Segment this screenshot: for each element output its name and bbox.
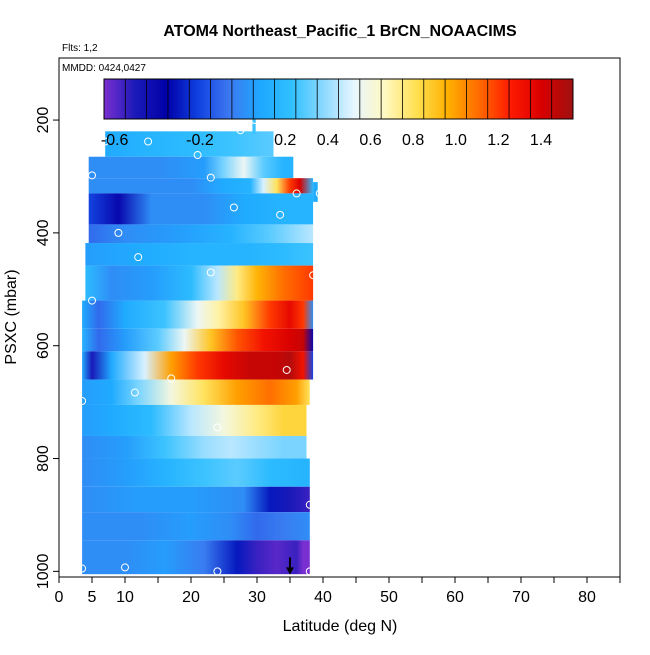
- sample-point: [101, 137, 110, 146]
- x-tick-label: 0: [55, 589, 64, 606]
- y-axis: 200 400 600 800 1000: [35, 107, 59, 589]
- y-tick-label: 600: [35, 332, 52, 359]
- heatmap-band: [88, 156, 294, 179]
- heatmap-band: [82, 540, 310, 575]
- heatmap-band: [105, 131, 274, 157]
- location-marker-head: [286, 567, 294, 575]
- heatmap-bands: [82, 100, 318, 575]
- sample-point: [206, 268, 215, 277]
- sample-point: [167, 374, 176, 383]
- colorbar-tick-label: -0.6: [101, 132, 129, 149]
- sample-point: [305, 567, 314, 576]
- sample-point: [305, 500, 314, 509]
- colorbar-tick-label: -0.2: [186, 132, 214, 149]
- sample-point: [206, 173, 215, 182]
- sample-point: [88, 296, 96, 305]
- y-tick-label: 200: [35, 107, 52, 134]
- colorbar-ticks: -0.6 -0.2 0.2 0.4 0.6 0.8 1.0 1.2 1.4: [101, 79, 574, 149]
- x-tick-label: 5: [88, 589, 97, 606]
- x-tick-label: 80: [578, 589, 596, 606]
- sample-point: [193, 151, 202, 160]
- sample-point: [121, 563, 129, 572]
- colorbar-tick-label: 0.4: [317, 132, 339, 149]
- heatmap-band: [82, 300, 314, 329]
- sample-point: [309, 271, 318, 280]
- colorbar-tick-label: 0.6: [359, 132, 381, 149]
- heatmap-band: [88, 193, 314, 225]
- sample-points: [78, 116, 324, 576]
- y-tick-label: 400: [35, 219, 52, 246]
- colorbar-tick-label: 1.0: [445, 132, 467, 149]
- sample-point: [130, 388, 139, 397]
- heatmap-band: [82, 458, 310, 487]
- heatmap-band: [82, 512, 310, 541]
- heatmap-band: [85, 265, 314, 301]
- y-tick-label: 1000: [35, 553, 52, 589]
- sample-point: [213, 567, 222, 576]
- x-tick-label: 10: [116, 589, 134, 606]
- heatmap-band: [82, 379, 310, 405]
- sample-point: [114, 228, 123, 237]
- chart-title: ATOM4 Northeast_Pacific_1 BrCN_NOAACIMS: [163, 23, 517, 40]
- sample-point: [144, 137, 153, 146]
- sample-point: [282, 365, 291, 374]
- heatmap-band: [88, 178, 314, 194]
- colorbar: -0.6 -0.2 0.2 0.4 0.6 0.8 1.0 1.2 1.4: [101, 78, 574, 149]
- heatmap-band: [82, 404, 307, 436]
- heatmap-band: [82, 486, 310, 513]
- heatmap-band: [82, 351, 314, 380]
- sample-point: [213, 423, 222, 432]
- sample-point: [315, 189, 324, 198]
- heatmap-band: [88, 224, 314, 244]
- y-tick-label: 800: [35, 445, 52, 472]
- heatmap-band: [82, 328, 314, 352]
- heatmap-band: [313, 182, 318, 202]
- flights-label: Flts: 1,2: [62, 43, 98, 54]
- colorbar-tick-label: 1.2: [487, 132, 509, 149]
- sample-point: [229, 203, 238, 212]
- x-tick-label: 40: [314, 589, 332, 606]
- x-axis-label: Latitude (deg N): [283, 618, 398, 635]
- sample-point: [292, 189, 301, 198]
- sample-point: [134, 253, 143, 262]
- sample-point: [276, 210, 285, 219]
- sample-point: [78, 396, 87, 405]
- colorbar-tick-label: 0.8: [402, 132, 424, 149]
- heatmap-band: [82, 435, 307, 459]
- x-tick-label: 50: [380, 589, 398, 606]
- sample-point: [88, 171, 96, 180]
- sample-point: [236, 126, 245, 135]
- sample-point: [78, 564, 87, 573]
- mmdd-label: MMDD: 0424,0427: [62, 63, 146, 74]
- plot-frame: [58, 57, 621, 578]
- y-axis-label: PSXC (mbar): [3, 269, 20, 364]
- colorbar-tick-label: 1.4: [530, 132, 552, 149]
- x-tick-label: 20: [182, 589, 200, 606]
- colorbar-tick-label: 0.2: [274, 132, 296, 149]
- x-tick-label: 60: [446, 589, 464, 606]
- heatmap-band: [85, 243, 314, 266]
- x-tick-label: 30: [248, 589, 266, 606]
- x-axis: 0 5 10 20 30 40 50 60 70 80: [55, 577, 621, 606]
- x-tick-label: 70: [512, 589, 530, 606]
